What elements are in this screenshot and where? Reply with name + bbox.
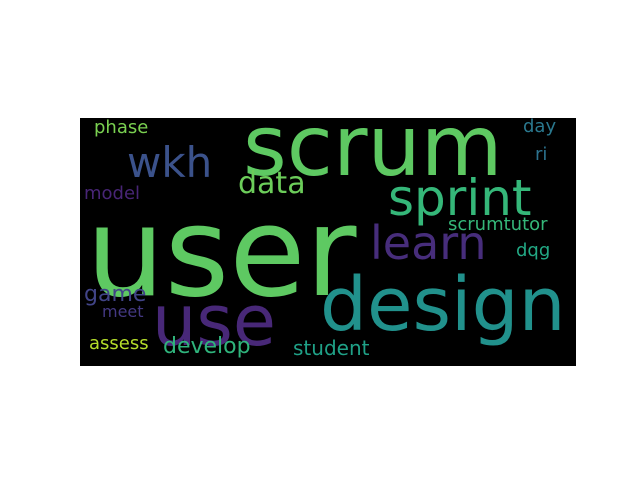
- word-learn: learn: [370, 216, 487, 270]
- word-dqg: dqg: [516, 240, 551, 261]
- word-cloud: user scrum design use sprint learn wkh d…: [80, 118, 576, 366]
- word-develop: develop: [163, 334, 251, 359]
- word-phase: phase: [94, 118, 149, 138]
- word-game: game: [84, 282, 147, 307]
- word-user: user: [86, 181, 357, 325]
- word-day: day: [523, 118, 557, 137]
- word-model: model: [84, 183, 141, 204]
- word-assess: assess: [89, 333, 149, 354]
- word-scrum: scrum: [243, 118, 503, 195]
- word-meet: meet: [102, 302, 144, 321]
- word-wkh: wkh: [127, 138, 213, 187]
- word-design: design: [320, 262, 566, 348]
- word-scrumtutor: scrumtutor: [448, 214, 548, 235]
- word-use: use: [152, 280, 276, 362]
- word-student: student: [293, 336, 370, 360]
- word-sprint: sprint: [388, 169, 532, 227]
- word-ri: ri: [535, 144, 548, 165]
- word-data: data: [238, 166, 306, 201]
